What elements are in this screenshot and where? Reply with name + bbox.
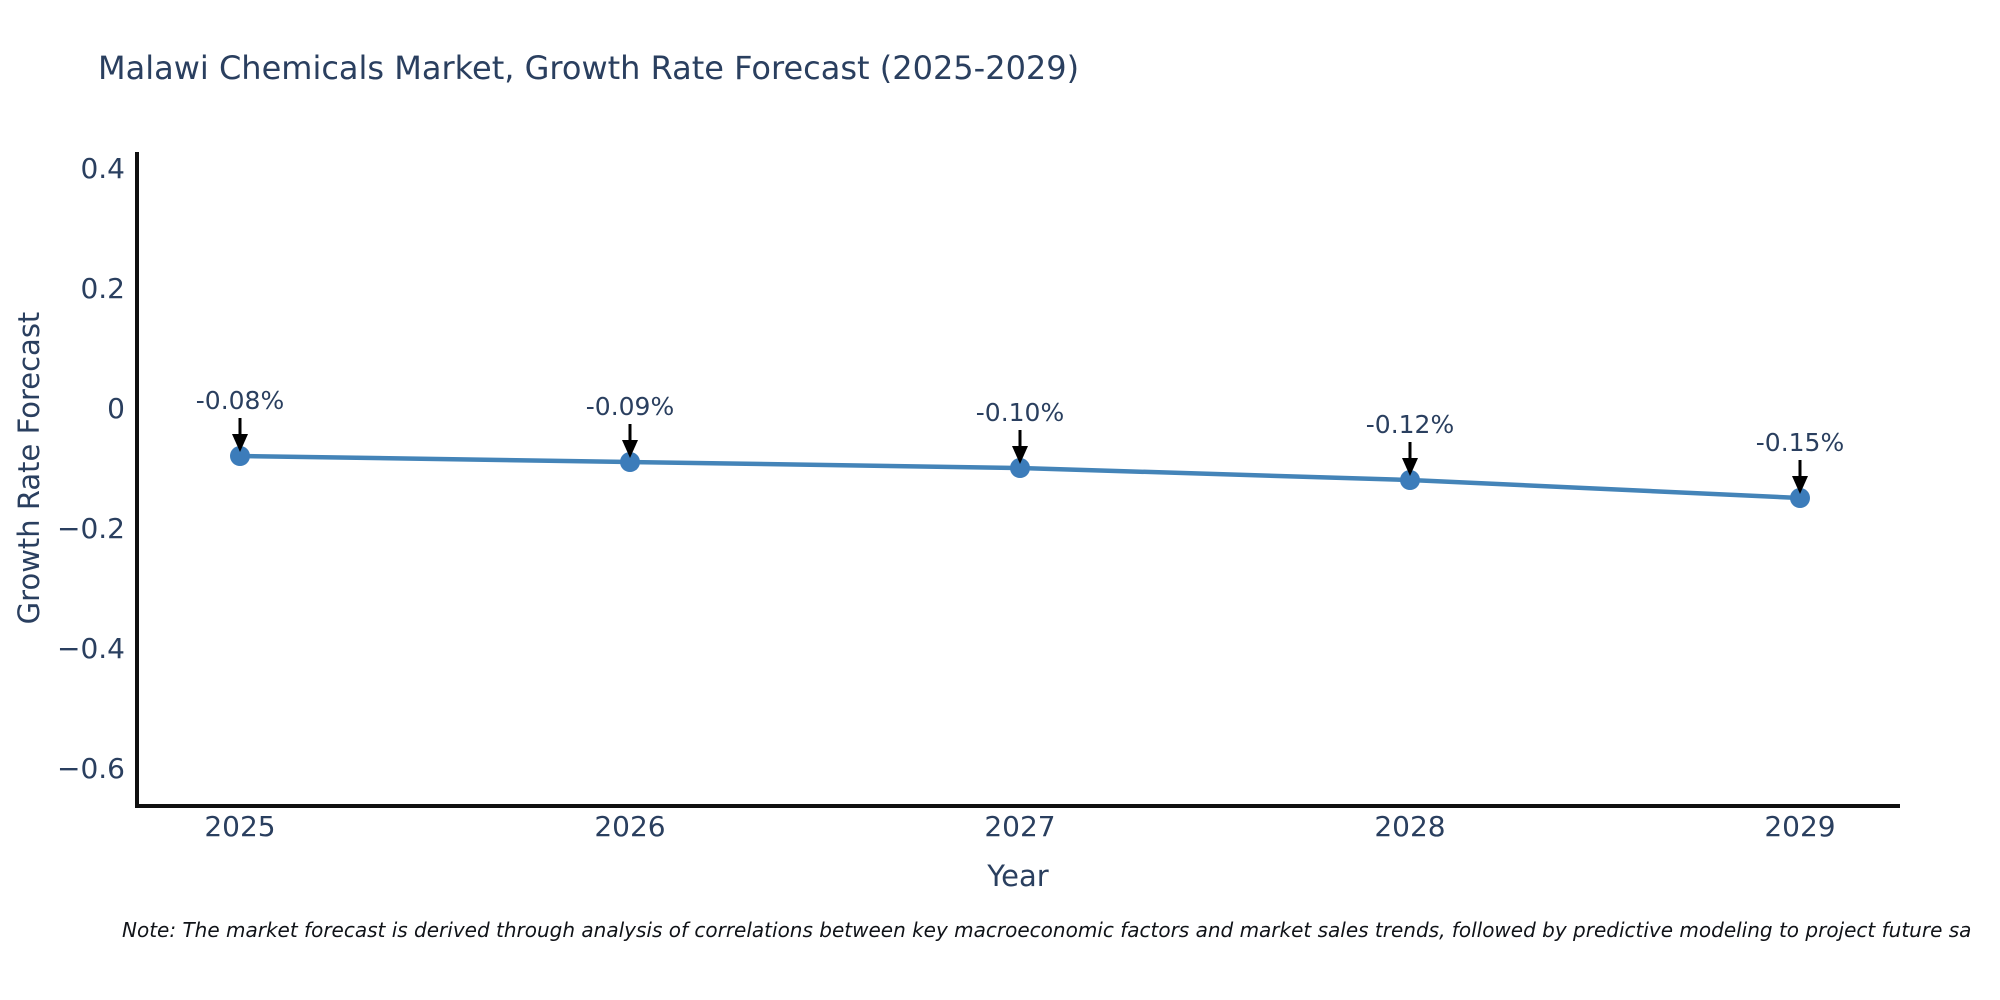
x-tick-label: 2028 — [1374, 810, 1445, 843]
data-point-marker[interactable] — [1010, 458, 1030, 478]
forecast-line-series — [230, 446, 1810, 508]
annotation-arrowhead-icon — [1402, 458, 1418, 476]
annotation-arrowhead-icon — [622, 440, 638, 458]
annotation-arrowhead-icon — [1012, 446, 1028, 464]
x-axis-tick-labels: 2025 2026 2027 2028 2029 — [204, 810, 1835, 843]
data-point-marker[interactable] — [1790, 488, 1810, 508]
y-axis-title: Growth Rate Forecast — [12, 312, 46, 625]
x-tick-label: 2029 — [1764, 810, 1835, 843]
x-tick-label: 2027 — [984, 810, 1055, 843]
annotation-arrowhead-icon — [232, 434, 248, 452]
footnote: Note: The market forecast is derived thr… — [122, 918, 1972, 942]
x-tick-label: 2025 — [204, 810, 275, 843]
chart-title: Malawi Chemicals Market, Growth Rate For… — [98, 49, 1079, 87]
point-value-label: -0.12% — [1366, 410, 1454, 439]
y-tick-label: −0.6 — [57, 752, 125, 785]
data-point-marker[interactable] — [620, 452, 640, 472]
y-tick-label: 0.4 — [80, 152, 125, 185]
point-value-label: -0.09% — [586, 392, 674, 421]
y-tick-label: 0.2 — [80, 272, 125, 305]
y-axis-tick-labels: 0.4 0.2 0 −0.2 −0.4 −0.6 — [57, 152, 125, 785]
point-annotations: -0.08% -0.09% -0.10% -0.12% -0.15% — [196, 386, 1844, 494]
x-tick-label: 2026 — [594, 810, 665, 843]
x-axis-title: Year — [986, 859, 1048, 893]
y-tick-label: 0 — [107, 392, 125, 425]
data-point-marker[interactable] — [230, 446, 250, 466]
point-value-label: -0.15% — [1756, 428, 1844, 457]
point-value-label: -0.08% — [196, 386, 284, 415]
y-tick-label: −0.4 — [57, 632, 125, 665]
annotation-arrowhead-icon — [1792, 476, 1808, 494]
data-point-marker[interactable] — [1400, 470, 1420, 490]
point-value-label: -0.10% — [976, 398, 1064, 427]
y-tick-label: −0.2 — [57, 512, 125, 545]
